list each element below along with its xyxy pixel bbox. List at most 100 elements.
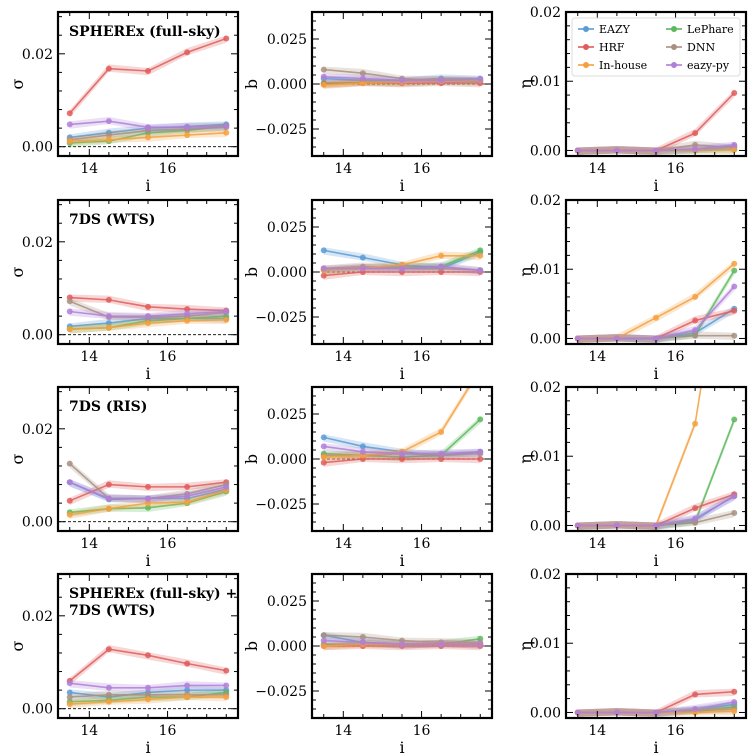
panel-r3-c1: 14 16 i 0.00 0.02 σ 7DS (RIS) bbox=[8, 385, 240, 570]
plot-area bbox=[574, 260, 738, 343]
data-point bbox=[731, 688, 738, 695]
uncertainty-band bbox=[323, 387, 472, 462]
data-point bbox=[320, 73, 327, 80]
x-axis-label: i bbox=[653, 176, 658, 195]
y-axis-label: b bbox=[242, 267, 261, 277]
series-in-house bbox=[66, 692, 230, 709]
data-point bbox=[731, 141, 738, 148]
data-point bbox=[692, 420, 699, 427]
data-point bbox=[105, 684, 112, 691]
legend-label: LePhare bbox=[687, 23, 734, 36]
uncertainty-band bbox=[577, 89, 735, 155]
data-point bbox=[359, 80, 366, 87]
data-point bbox=[66, 138, 73, 145]
data-point bbox=[613, 709, 620, 716]
data-point bbox=[692, 327, 699, 334]
plot-area bbox=[66, 460, 230, 520]
data-point bbox=[223, 122, 230, 129]
data-point bbox=[184, 49, 191, 56]
uncertainty-band bbox=[577, 267, 735, 343]
data-point bbox=[653, 709, 659, 716]
y-tick-label: 0.00 bbox=[530, 331, 561, 347]
x-tick-label: 16 bbox=[159, 536, 177, 552]
legend-label: EAZY bbox=[599, 23, 631, 36]
x-axis-label: i bbox=[145, 176, 150, 195]
legend-marker bbox=[671, 26, 677, 32]
plot-area bbox=[320, 366, 484, 467]
data-point bbox=[692, 332, 699, 339]
data-point bbox=[438, 252, 445, 259]
panel-r4-c2: 14 16 i −0.025 0.000 0.025 b bbox=[242, 572, 494, 753]
legend-label: DNN bbox=[687, 41, 715, 54]
data-point bbox=[66, 308, 73, 315]
x-tick-label: 14 bbox=[80, 161, 98, 177]
panel-r2-c3: 14 16 i 0.00 0.01 0.02 η bbox=[516, 193, 748, 383]
x-axis-label: i bbox=[653, 364, 658, 383]
data-point bbox=[145, 696, 151, 703]
data-point bbox=[145, 500, 151, 507]
panel-title: 7DS (WTS) bbox=[69, 603, 155, 619]
panel-r4-c3: 14 16 i 0.00 0.01 0.02 η bbox=[516, 567, 748, 753]
x-tick-label: 16 bbox=[413, 349, 431, 365]
data-point bbox=[438, 77, 445, 84]
y-tick-label: 0.00 bbox=[22, 702, 53, 718]
legend-marker bbox=[583, 62, 589, 68]
data-point bbox=[105, 324, 112, 331]
series-eazy-py bbox=[320, 443, 484, 458]
y-tick-label: 0.000 bbox=[267, 265, 307, 281]
data-point bbox=[574, 335, 581, 342]
data-point bbox=[105, 313, 112, 320]
data-point bbox=[359, 448, 366, 455]
panel-r4-c1: 14 16 i 0.00 0.02 σ SPHEREx (full-sky) +7DS (W… bbox=[8, 572, 240, 753]
legend-label: HRF bbox=[599, 41, 625, 54]
data-point bbox=[66, 479, 73, 486]
x-axis-label: i bbox=[399, 176, 404, 195]
panel-r1-c3: 14 16 i 0.00 0.01 0.02 η bbox=[516, 5, 748, 195]
plot-area bbox=[320, 632, 484, 651]
y-tick-label: 0.02 bbox=[530, 193, 561, 209]
y-axis-label: η bbox=[516, 267, 535, 277]
axes-frame bbox=[564, 198, 748, 346]
data-point bbox=[184, 694, 191, 701]
data-point bbox=[477, 416, 484, 423]
data-point bbox=[692, 130, 699, 137]
series-eazy-py bbox=[66, 308, 230, 321]
y-tick-label: 0.02 bbox=[22, 235, 53, 251]
data-point bbox=[653, 335, 659, 342]
data-point bbox=[145, 320, 151, 327]
data-point bbox=[613, 335, 620, 342]
series-eazy-py bbox=[574, 283, 738, 343]
data-point bbox=[731, 267, 738, 274]
y-tick-label: 0.00 bbox=[22, 328, 53, 344]
data-point bbox=[399, 641, 405, 648]
data-point bbox=[477, 366, 483, 372]
data-point bbox=[145, 134, 151, 141]
y-axis-label: η bbox=[516, 79, 535, 89]
data-point bbox=[66, 694, 73, 701]
series-line bbox=[577, 263, 735, 340]
x-axis-label: i bbox=[145, 738, 150, 753]
data-point bbox=[359, 70, 366, 77]
data-point bbox=[399, 77, 405, 84]
series-eazy-py bbox=[66, 680, 230, 693]
panel-title: SPHEREx (full-sky) bbox=[69, 24, 221, 40]
y-tick-label: 0.025 bbox=[267, 407, 307, 423]
data-point bbox=[66, 460, 73, 467]
legend: EAZY LePhare HRF DNN In-house eazy-py bbox=[571, 17, 741, 77]
x-tick-label: 14 bbox=[80, 349, 98, 365]
data-point bbox=[692, 141, 699, 148]
data-point bbox=[320, 434, 327, 441]
data-point bbox=[320, 265, 327, 272]
y-tick-label: 0.02 bbox=[22, 47, 53, 63]
series-hrf bbox=[66, 644, 230, 686]
x-tick-label: 14 bbox=[80, 723, 98, 739]
legend-entry-hrf: HRF bbox=[578, 41, 625, 54]
legend-label: eazy-py bbox=[687, 59, 730, 72]
data-point bbox=[66, 110, 73, 117]
y-tick-label: 0.02 bbox=[530, 380, 561, 396]
series-eazy-py bbox=[320, 637, 484, 649]
uncertainty-band bbox=[69, 35, 227, 118]
data-point bbox=[359, 634, 366, 640]
plot-area bbox=[66, 294, 230, 334]
panel-r2-c1: 14 16 i 0.00 0.02 σ 7DS (WTS) bbox=[8, 198, 240, 383]
